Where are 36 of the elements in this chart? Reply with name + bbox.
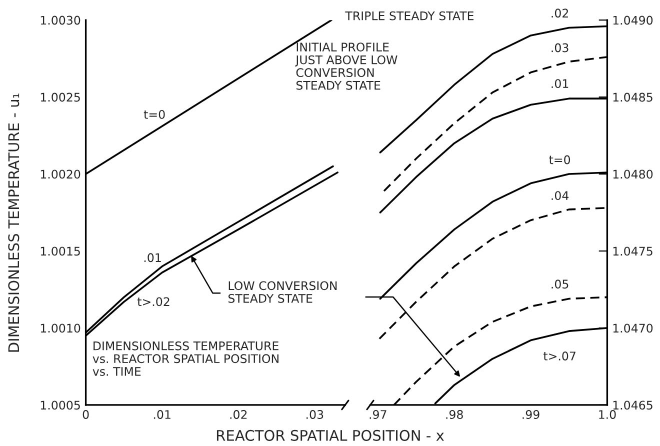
series-label: .05 [552,280,568,289]
y2-tick-label: 1.0465 [613,400,652,410]
y-tick-label: 1.0010 [40,324,80,333]
x-tick-label: .02 [230,410,247,419]
series-label: t>.07 [543,352,576,360]
y2-tick-label: 1.0485 [613,92,652,102]
x-tick-label: .99 [522,410,540,419]
y-tick-label: 1.0015 [40,246,80,256]
y-tick-label: 1.0020 [40,170,80,179]
y2-tick-label: 1.0490 [613,16,653,25]
y-tick-label: 1.0030 [40,16,80,25]
series-label: .03 [552,43,568,52]
series-label: t>.02 [137,297,170,306]
y2-tick-label: 1.0475 [613,246,652,256]
series-label: .04 [552,191,569,200]
x-tick-label: .03 [306,410,324,419]
series-label: t=0 [144,110,165,119]
y-axis-title: DIMENSIONLESS TEMPERATURE - u₁ [8,94,20,352]
annotation: DIMENSIONLESS TEMPERATURE vs. REACTOR SPATIAL POSITION vs. TIME [92,341,278,376]
x-tick-label: .98 [446,410,463,419]
x-tick-label: .97 [370,410,386,419]
y-tick-label: 1.0025 [40,92,80,102]
annotation: LOW CONVERSION STEADY STATE [228,281,337,303]
annotation: INITIAL PROFILE JUST ABOVE LOW CONVERSION STEADY STATE [295,42,398,90]
annotation: TRIPLE STEADY STATE [345,11,474,20]
x-tick-label: 1.0 [599,410,616,419]
y2-tick-label: 1.0470 [613,324,653,333]
x-tick-label: .01 [154,410,170,419]
series-label: .01 [144,253,161,262]
y-tick-label: 1.0005 [40,400,80,410]
x-axis-title: REACTOR SPATIAL POSITION - x [216,430,444,441]
x-tick-label: 0 [82,410,89,419]
y2-tick-label: 1.0480 [613,170,653,179]
series-label: .01 [552,79,568,88]
series-label: .02 [552,8,568,18]
series-label: t=0 [549,155,570,164]
